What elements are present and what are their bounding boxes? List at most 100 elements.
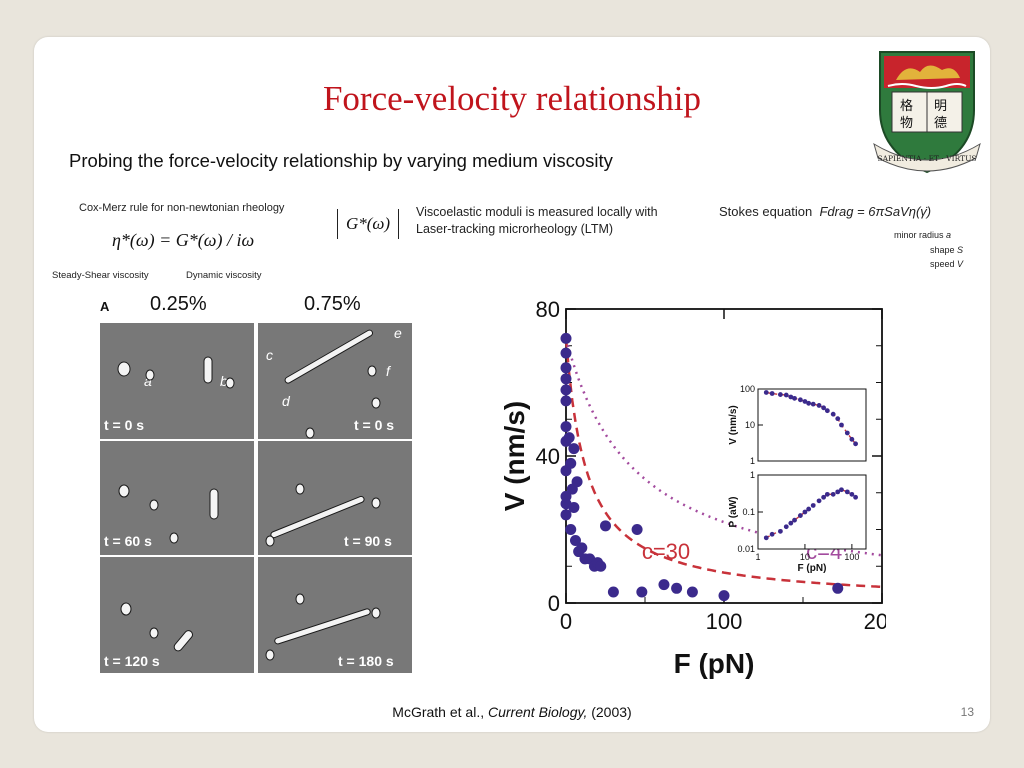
inset-data-point [788,394,794,400]
inset-data-point [797,513,803,518]
viscoelastic-description: Viscoelastic moduli is measured locally … [416,204,716,238]
data-point [607,586,619,598]
inset-data-point [853,441,858,447]
filament-label-f: f [386,363,390,379]
stokes-label: Stokes equation [719,204,813,219]
inset-frame [757,388,867,462]
crest-char-3: 物 [900,116,913,131]
data-point [571,476,583,488]
inset-data-point [802,399,808,404]
data-point [563,432,575,444]
inset-data-point [839,422,844,428]
inset-x-tick-label: 100 [844,552,859,562]
data-point [631,524,643,535]
y-axis-label: V (nm/s) [499,401,530,511]
shape-label: shape S [930,245,964,255]
micrograph-right-90s: t = 90 s [258,441,412,555]
crest-motto: SAPIENTIA · ET · VIRTUS [877,154,976,163]
inset-data-point [830,491,836,497]
curve-c4 [564,338,883,557]
left-column-header: 0.25% [150,293,207,315]
time-label: t = 60 s [104,533,152,549]
data-point [560,362,572,374]
force-velocity-chart: 040800100200F (pN)V (nm/s)c=30c=4 110100… [499,297,886,679]
inset-data-point [777,528,783,534]
inset-data-point [830,411,836,417]
data-point [595,560,607,572]
data-point [565,524,577,535]
inset-data-point [788,520,794,526]
micrograph-left-60s: t = 60 s [100,441,254,555]
citation-authors: McGrath et al., [392,704,488,720]
data-point [671,582,683,594]
inset-data-point [806,400,812,406]
viscoelastic-line-2: Laser-tracking microrheology (LTM) [416,222,614,236]
slide-subtitle: Probing the force-velocity relationship … [69,150,613,171]
data-point [560,373,572,385]
x-tick-label: 200 [864,609,886,634]
crest-char-4: 德 [934,116,947,131]
data-point [568,443,580,455]
speed-label: speed V [930,259,964,269]
filament-label-c: c [266,347,273,363]
time-label: t = 0 s [354,417,395,433]
inset-data-point [763,535,769,541]
stokes-equation: Fdrag = 6πSaVη(γ̇) [819,204,932,219]
inset-data-point [792,517,797,523]
inset-data-point [810,401,816,407]
data-point [560,384,572,396]
inset-y-tick-label: 0.1 [742,507,755,517]
citation-year: (2003) [587,704,632,720]
inset-data-point [821,494,827,500]
inset-data-point [783,524,789,530]
dynamic-viscosity-label: Dynamic viscosity [186,270,262,281]
y-tick-label: 0 [548,591,560,616]
data-point [560,347,572,359]
cox-merz-equation: η*(ω) = G*(ω) / iω [112,230,255,250]
data-point [658,579,670,591]
filament-label-a: a [144,373,152,389]
inset-data-point [839,487,844,493]
inset-y-label: V (nm/s) [728,405,739,444]
slide: Force-velocity relationship Probing the … [34,37,990,732]
inset-data-point [853,494,858,500]
data-point [565,457,577,469]
inset-data-point [824,491,830,497]
inset-data-point [802,509,808,515]
x-tick-label: 100 [706,609,743,634]
inset-y-tick-label: 1 [750,456,755,466]
inset-data-point [844,430,850,436]
inset-data-point [849,436,855,442]
data-point [600,520,611,532]
inset-y-tick-label: 100 [740,384,755,394]
cox-merz-title: Cox-Merz rule for non-newtonian rheology [79,202,285,214]
minor-radius-label: minor radius a [894,230,952,240]
annotation-c30: c=30 [642,539,690,564]
inset-data-point [797,397,803,403]
inset-data-point [824,408,830,414]
curve-c30 [564,338,883,589]
inset-data-point [792,395,797,401]
inset-data-point [835,416,841,422]
y-tick-label: 80 [536,297,560,322]
inset-y-tick-label: 0.01 [737,544,755,554]
inset-data-point [821,405,827,411]
inset-data-point [777,392,783,397]
inset-data-point [806,506,812,512]
filament-label-b: b [220,373,228,389]
data-point [568,501,580,513]
y-tick-label: 40 [536,444,560,469]
time-label: t = 0 s [104,417,145,433]
data-point [832,582,844,594]
university-crest-logo: 格 明 物 德 SAPIENTIA · ET · VIRTUS [873,51,981,174]
crest-char-1: 格 [900,98,913,114]
inset-x-tick-label: 1 [755,552,760,562]
inset-data-point [763,390,769,395]
steady-shear-label: Steady-Shear viscosity [52,270,149,281]
inset-y-label: P (aW) [728,497,739,528]
data-point [560,509,572,521]
crest-char-2: 明 [934,99,947,114]
data-point [718,590,730,602]
data-point [686,586,698,598]
slide-title: Force-velocity relationship [322,79,702,118]
